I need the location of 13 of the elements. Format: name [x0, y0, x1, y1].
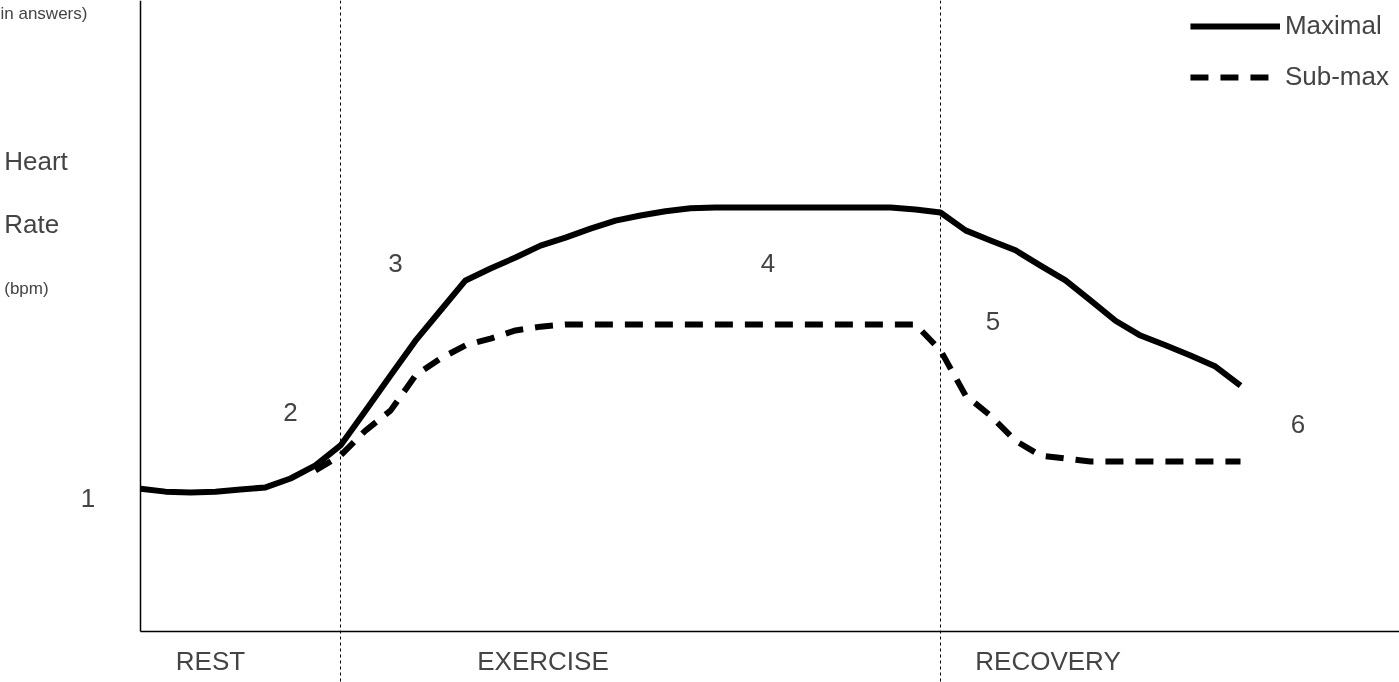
text: EXERCISE: [477, 646, 609, 677]
text: REST: [175, 646, 246, 677]
text: in answers): [0, 3, 88, 23]
text: RECOVERY: [975, 646, 1121, 677]
annotation: 4: [760, 247, 776, 278]
legend-label: Maximal: [1284, 10, 1382, 41]
text: Heart Rate (bpm): [4, 145, 68, 298]
annotation: 5: [985, 305, 1001, 336]
legend-label: Sub-max: [1284, 61, 1389, 92]
annotation: 2: [283, 397, 298, 428]
text: 1: [80, 482, 96, 513]
annotation: 3: [388, 247, 403, 278]
text: 6: [1290, 408, 1306, 439]
